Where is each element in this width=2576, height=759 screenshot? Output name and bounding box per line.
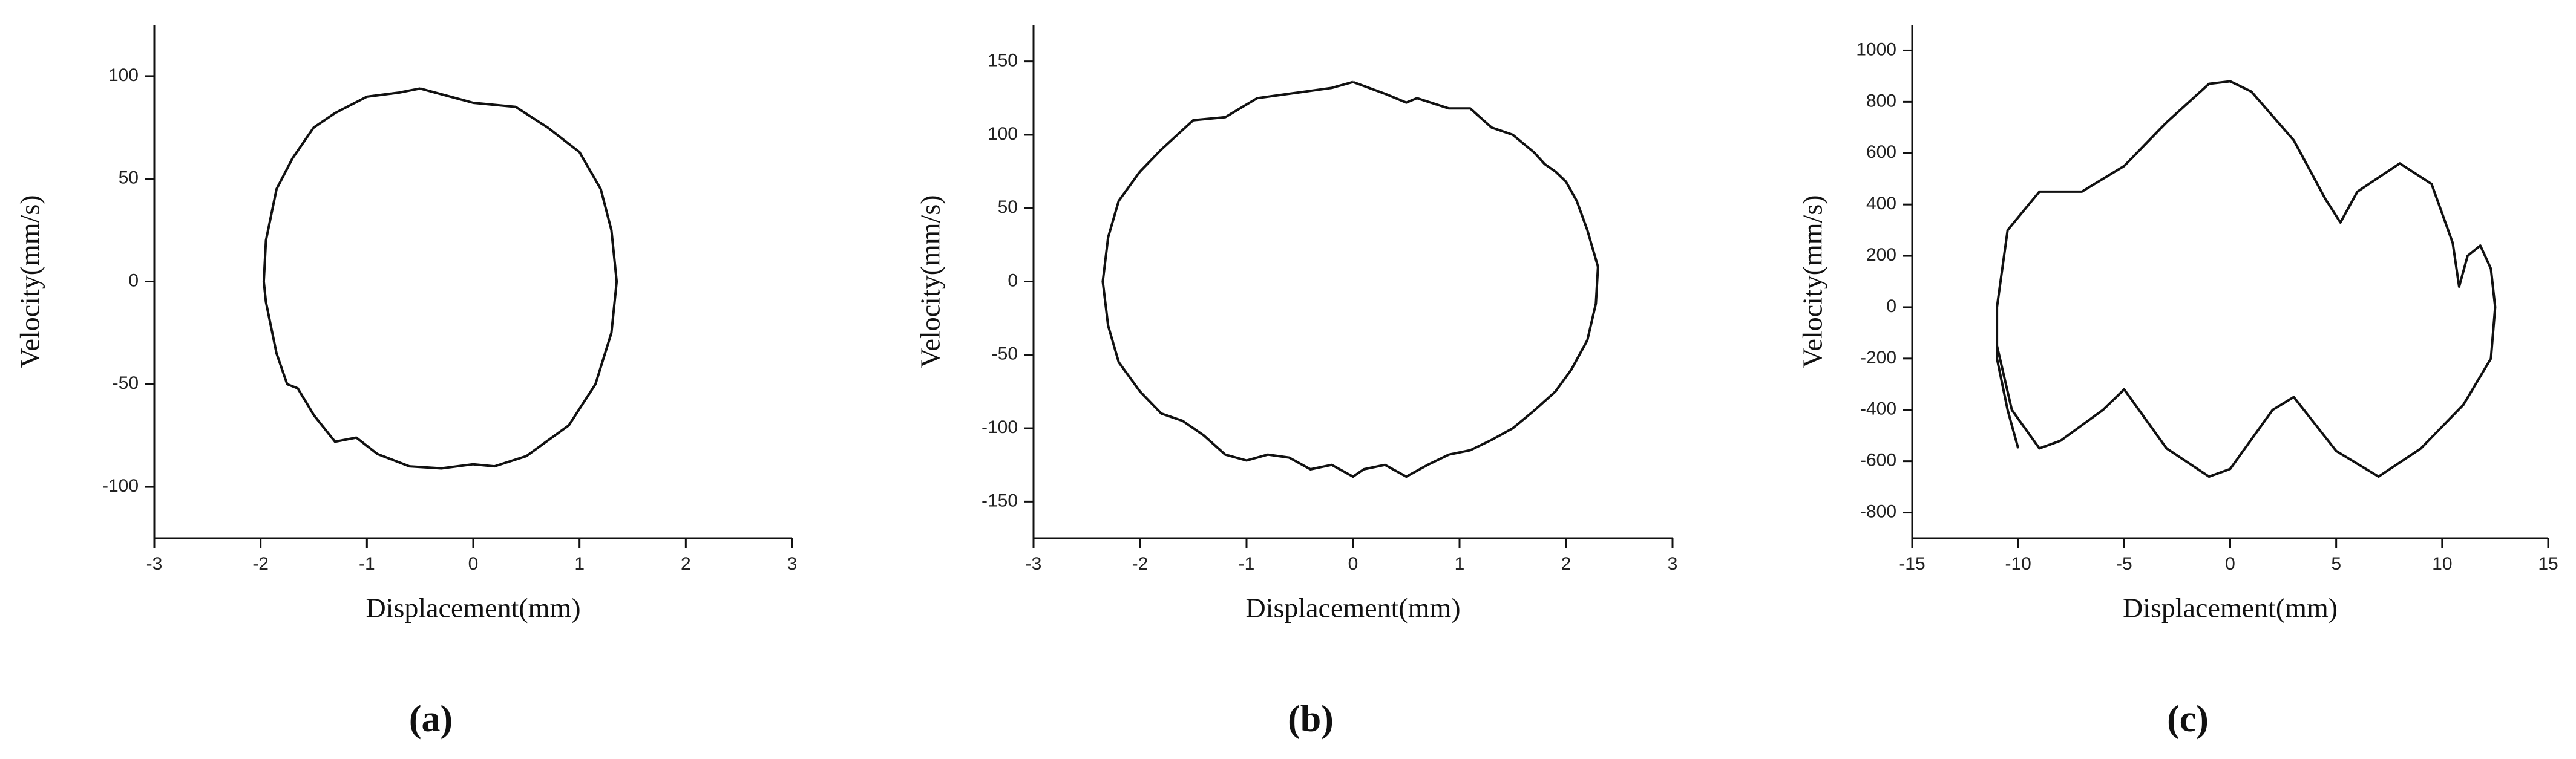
y-tick-label: -100 xyxy=(102,476,139,496)
y-tick-label: -600 xyxy=(1860,451,1896,471)
y-axis-label: Velocity(mm/s) xyxy=(915,195,946,368)
x-tick-label: -3 xyxy=(146,554,163,574)
y-tick-label: -100 xyxy=(982,417,1018,437)
y-tick-label: 50 xyxy=(119,168,139,188)
y-tick-label: 50 xyxy=(998,197,1018,217)
y-tick-label: 400 xyxy=(1866,194,1896,213)
y-tick-label: -400 xyxy=(1860,399,1896,419)
y-tick-label: 600 xyxy=(1866,142,1896,162)
phase-curve xyxy=(262,87,618,470)
x-axis-label: Displacement(mm) xyxy=(1245,593,1460,624)
x-tick-label: -5 xyxy=(2116,554,2132,574)
x-axis-label: Displacement(mm) xyxy=(2123,593,2338,624)
y-tick-label: 200 xyxy=(1866,245,1896,265)
panel-label: (c) xyxy=(2167,699,2209,740)
phase-curve xyxy=(1996,80,2497,478)
x-tick-label: -1 xyxy=(359,554,375,574)
x-tick-label: 0 xyxy=(468,554,479,574)
x-tick-label: 3 xyxy=(1668,554,1678,574)
y-tick-label: -50 xyxy=(113,373,139,393)
x-tick-label: -1 xyxy=(1239,554,1255,574)
y-tick-label: 1000 xyxy=(1856,39,1896,59)
x-tick-label: -3 xyxy=(1026,554,1042,574)
x-tick-label: 3 xyxy=(787,554,798,574)
x-tick-label: -15 xyxy=(1899,554,1925,574)
x-tick-label: 1 xyxy=(574,554,585,574)
y-axis-label: Velocity(mm/s) xyxy=(15,195,45,368)
y-tick-label: 800 xyxy=(1866,91,1896,111)
x-tick-label: 1 xyxy=(1455,554,1465,574)
y-tick-label: -50 xyxy=(992,344,1018,364)
y-tick-label: 0 xyxy=(1886,296,1896,316)
x-tick-label: 0 xyxy=(2225,554,2235,574)
x-tick-label: 2 xyxy=(1561,554,1571,574)
y-tick-label: -150 xyxy=(982,490,1018,510)
panel-label: (b) xyxy=(1288,699,1334,740)
y-axis-label: Velocity(mm/s) xyxy=(1797,195,1828,368)
y-tick-label: -800 xyxy=(1860,501,1896,521)
y-tick-label: 100 xyxy=(988,124,1018,144)
x-tick-label: 2 xyxy=(681,554,691,574)
x-tick-label: 5 xyxy=(2331,554,2341,574)
y-tick-label: 150 xyxy=(988,51,1018,71)
x-tick-label: 0 xyxy=(1348,554,1358,574)
x-tick-label: 15 xyxy=(2538,554,2558,574)
x-tick-label: 10 xyxy=(2432,554,2452,574)
phase-curve xyxy=(1101,80,1599,478)
x-axis-label: Displacement(mm) xyxy=(365,593,580,624)
x-tick-label: -10 xyxy=(2005,554,2031,574)
y-tick-label: 100 xyxy=(108,65,139,85)
y-tick-label: 0 xyxy=(1008,270,1018,290)
x-tick-label: -2 xyxy=(1132,554,1149,574)
x-tick-label: -2 xyxy=(252,554,269,574)
y-tick-label: -200 xyxy=(1860,348,1896,368)
y-tick-label: 0 xyxy=(128,270,139,290)
panel-label: (a) xyxy=(409,699,453,740)
